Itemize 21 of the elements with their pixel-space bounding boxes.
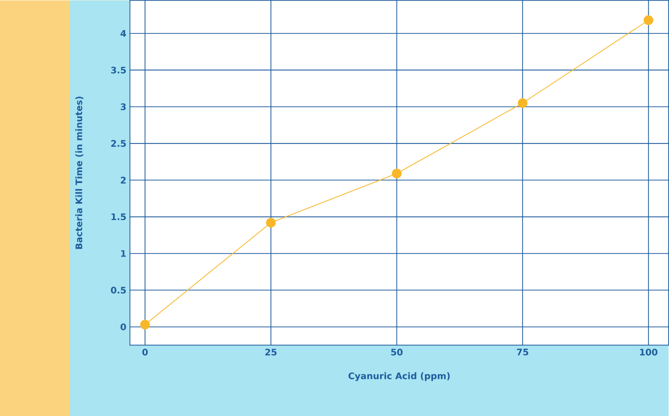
x-tick-label: 100 bbox=[640, 348, 658, 356]
y-tick-label: 2.5 bbox=[111, 140, 126, 147]
point bbox=[644, 15, 654, 26]
point bbox=[266, 218, 276, 228]
y-tick-label: 3.5 bbox=[111, 66, 126, 74]
y-axis-title: Bacteria Kill Time (in minutes) bbox=[75, 96, 84, 249]
point bbox=[392, 168, 402, 178]
y-tick-label: 1 bbox=[121, 250, 126, 257]
y-tick-label: 3 bbox=[120, 103, 126, 110]
point bbox=[140, 320, 150, 330]
y-tick-label: 2 bbox=[120, 176, 126, 184]
y-tick-label: 4 bbox=[120, 30, 126, 37]
x-axis-title: Cyanuric Acid (ppm) bbox=[348, 372, 450, 381]
point bbox=[518, 98, 528, 108]
y-tick-label: 0 bbox=[120, 323, 126, 330]
x-tick-label: 0 bbox=[142, 348, 148, 356]
x-tick-label: 50 bbox=[391, 348, 403, 356]
y-tick-label: 1.5 bbox=[112, 213, 126, 220]
y-tick-label: 0.5 bbox=[110, 286, 126, 294]
x-tick-label: 75 bbox=[516, 348, 528, 356]
x-tick-label: 25 bbox=[265, 348, 276, 356]
